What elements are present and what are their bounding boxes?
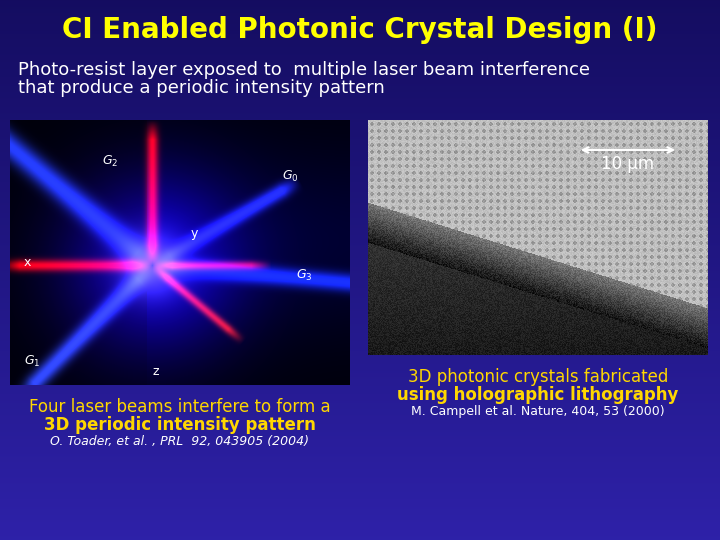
Text: 3D photonic crystals fabricated: 3D photonic crystals fabricated — [408, 368, 668, 386]
Text: Photo-resist layer exposed to  multiple laser beam interference: Photo-resist layer exposed to multiple l… — [18, 61, 590, 79]
Text: Four laser beams interfere to form a: Four laser beams interfere to form a — [30, 398, 330, 416]
Text: 3D periodic intensity pattern: 3D periodic intensity pattern — [44, 416, 316, 434]
Text: $G_2$: $G_2$ — [102, 154, 118, 169]
Text: $G_0$: $G_0$ — [282, 169, 299, 184]
Text: M. Campell et al. Nature, 404, 53 (2000): M. Campell et al. Nature, 404, 53 (2000) — [411, 406, 665, 419]
Text: CI Enabled Photonic Crystal Design (I): CI Enabled Photonic Crystal Design (I) — [62, 16, 658, 44]
Text: 10 μm: 10 μm — [601, 155, 654, 173]
Text: y: y — [190, 227, 197, 240]
Text: x: x — [24, 256, 32, 269]
Text: that produce a periodic intensity pattern: that produce a periodic intensity patter… — [18, 79, 384, 97]
Text: O. Toader, et al. , PRL  92, 043905 (2004): O. Toader, et al. , PRL 92, 043905 (2004… — [50, 435, 310, 449]
Text: $G_1$: $G_1$ — [24, 354, 40, 369]
Text: using holographic lithography: using holographic lithography — [397, 386, 679, 404]
Text: $G_3$: $G_3$ — [296, 268, 312, 283]
Text: z: z — [153, 365, 159, 378]
